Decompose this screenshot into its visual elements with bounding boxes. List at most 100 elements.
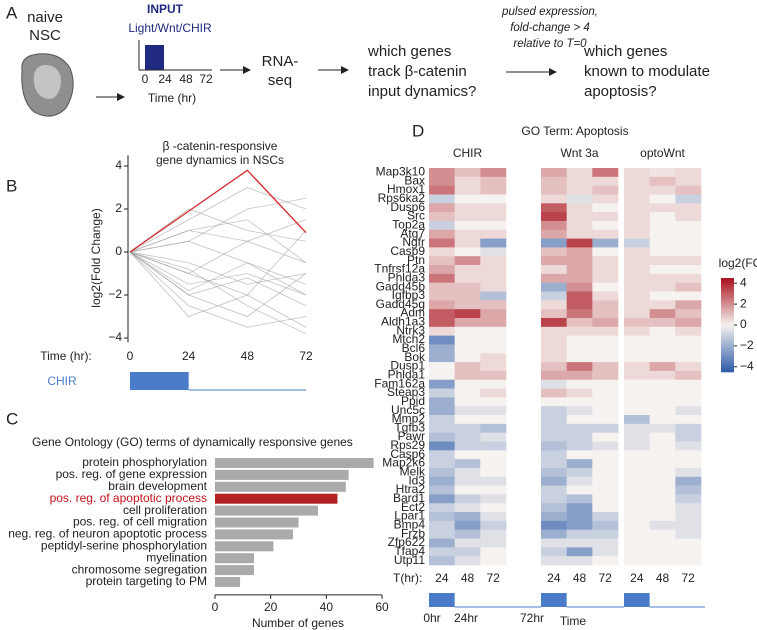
colorbar-swatch xyxy=(721,355,734,359)
heatmap-cell xyxy=(675,503,702,513)
heatmap-cell xyxy=(480,415,507,425)
heatmap-cell xyxy=(624,168,650,178)
heatmap-cell xyxy=(566,326,593,336)
heatmap-cell xyxy=(624,467,650,478)
heatmap-cell xyxy=(649,450,676,460)
row-label: Rps29 xyxy=(390,438,425,452)
heatmap-cell xyxy=(624,370,650,381)
bar xyxy=(215,553,254,564)
colorbar-swatch xyxy=(721,329,734,333)
heatmap-cell xyxy=(454,370,481,381)
heatmap-cell xyxy=(541,317,567,328)
row-label: Ect2 xyxy=(401,500,425,514)
heatmap-cell xyxy=(624,520,650,531)
heatmap-cell xyxy=(592,265,619,275)
heatmap-cell xyxy=(541,176,567,186)
heatmap-cell xyxy=(624,494,650,504)
heatmap-cell xyxy=(541,520,567,531)
row-label: Tnfrsf12a xyxy=(374,262,425,276)
heatmap-cell xyxy=(541,229,567,239)
heatmap-cell xyxy=(649,494,676,504)
heatmap-cell xyxy=(541,556,567,566)
series-line xyxy=(129,251,307,328)
heatmap-cell xyxy=(480,547,507,557)
heatmap-cell xyxy=(480,538,507,548)
heatmap-cell xyxy=(649,432,676,442)
row-label: Utp11 xyxy=(394,553,425,567)
heatmap-cell xyxy=(675,388,702,398)
heatmap-cell xyxy=(454,512,481,522)
heatmap-cell xyxy=(454,344,481,354)
heatmap-cell xyxy=(541,547,567,557)
bar xyxy=(215,565,254,576)
panel-label: C xyxy=(6,409,18,428)
colorbar-label: log2(FC) xyxy=(719,256,757,270)
heatmap-cell xyxy=(454,326,481,336)
heatmap-cell xyxy=(649,247,676,257)
colorbar-swatch xyxy=(721,308,734,312)
heatmap-cell xyxy=(592,344,619,354)
colorbar-swatch xyxy=(721,278,734,281)
heatmap-cell xyxy=(649,459,676,469)
heatmap-cell xyxy=(566,300,593,310)
bar xyxy=(215,517,299,528)
heatmap-cell xyxy=(454,476,481,486)
heatmap-cell xyxy=(480,291,507,301)
heatmap-cell xyxy=(624,450,650,460)
colorbar-swatch xyxy=(721,357,734,361)
heatmap-cell xyxy=(675,335,702,345)
input-tick: 72 xyxy=(199,72,213,86)
heatmap-cell xyxy=(566,450,593,460)
category-label: protein phosphorylation xyxy=(82,455,207,469)
heatmap-cell xyxy=(624,397,650,407)
colorbar-swatch xyxy=(721,325,734,328)
heatmap-cell xyxy=(566,476,593,486)
row-label: Tfap4 xyxy=(394,544,425,558)
heatmap-cell xyxy=(566,397,593,407)
heatmap-cell xyxy=(624,529,650,539)
colorbar-swatch xyxy=(721,341,734,345)
heatmap-cell xyxy=(675,423,702,433)
heatmap-cell xyxy=(592,291,619,301)
heatmap-cell xyxy=(454,185,481,195)
group-label: optoWnt xyxy=(640,146,685,160)
treatment-pulse xyxy=(130,372,189,390)
heatmap-cell xyxy=(480,203,507,213)
heatmap-cell xyxy=(454,220,481,231)
heatmap-cell xyxy=(624,335,650,345)
colorbar-tick-label: 2 xyxy=(740,296,747,310)
heatmap-cell xyxy=(541,362,567,372)
x-tick-label: 40 xyxy=(320,600,334,614)
row-label: Pawr xyxy=(398,429,425,443)
heatmap-cell xyxy=(624,309,650,319)
group-label: Wnt 3a xyxy=(560,146,598,160)
heatmap-cell xyxy=(592,379,619,389)
heatmap-cell xyxy=(592,256,619,266)
step-text: seq xyxy=(268,72,292,89)
heatmap-cell xyxy=(649,397,676,407)
heatmap-cell xyxy=(480,388,507,398)
row-label: Bmp4 xyxy=(394,517,426,531)
heatmap-cell xyxy=(675,344,702,354)
heatmap-cell xyxy=(566,370,593,381)
chart-title: gene dynamics in NSCs xyxy=(156,153,284,167)
heatmap-cell xyxy=(566,538,593,548)
series-line xyxy=(129,240,307,296)
row-label: Tgfb3 xyxy=(394,420,425,434)
row-label: Gadd45b xyxy=(376,279,426,293)
x-tick-label: 0 xyxy=(127,349,134,363)
heatmap-cell xyxy=(566,256,593,266)
heatmap-cell xyxy=(454,203,481,213)
heatmap-cell xyxy=(480,494,507,504)
cell-label: NSC xyxy=(29,27,61,44)
bar xyxy=(215,458,374,468)
heatmap-cell xyxy=(566,379,593,389)
x-tick-label: 24 xyxy=(182,349,196,363)
row-label: Atg7 xyxy=(400,226,425,240)
series-line xyxy=(129,251,307,292)
heatmap-cell xyxy=(454,335,481,345)
heatmap-cell xyxy=(480,441,507,451)
heatmap-cell xyxy=(541,194,567,204)
heatmap-cell xyxy=(624,203,650,213)
heatmap-cell xyxy=(592,529,619,539)
